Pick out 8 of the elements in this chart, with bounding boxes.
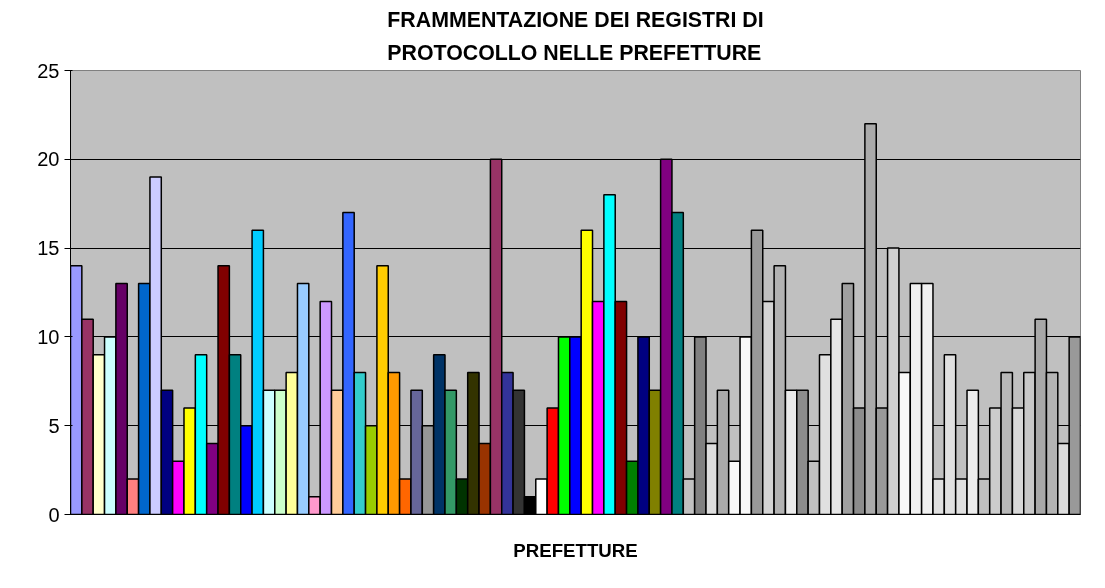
y-tick-label: 20	[37, 148, 60, 171]
y-tick-label: 5	[48, 414, 60, 437]
y-tick-label: 10	[37, 325, 60, 348]
y-tick-label: 15	[37, 237, 60, 260]
y-tick-label: 0	[48, 503, 60, 526]
x-axis-title: PREFETTURE	[513, 539, 638, 561]
y-tick-label: 25	[37, 59, 60, 82]
chart-title: FRAMMENTAZIONE DEI REGISTRI DI PROTOCOLLO NELLE PREFETTURE	[387, 7, 764, 66]
